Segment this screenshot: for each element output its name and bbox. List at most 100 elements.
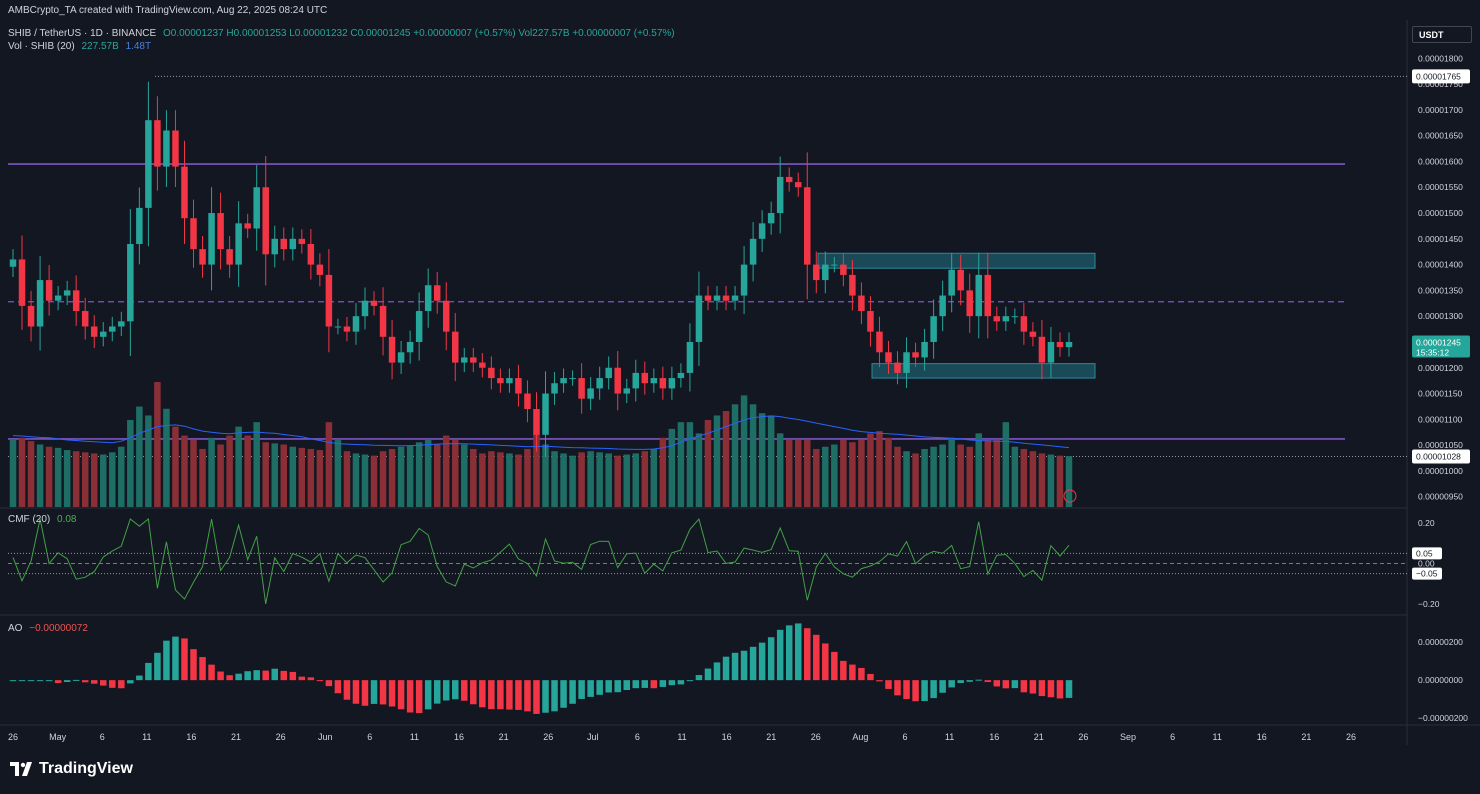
low-price-tag: 0.00001028: [1416, 451, 1461, 461]
ao-bar: [921, 680, 928, 702]
candle-body: [596, 378, 603, 389]
ao-bar: [361, 680, 369, 706]
volume-bar: [479, 453, 486, 507]
volume-bar: [623, 454, 630, 507]
candle-body: [605, 367, 612, 379]
ao-bar: [298, 676, 306, 681]
candle-body: [776, 176, 784, 214]
volume-bar: [794, 440, 802, 507]
candle-body: [840, 264, 847, 275]
ao-bar: [1047, 680, 1055, 698]
candle-body: [253, 187, 260, 229]
symbol-legend[interactable]: SHIB / TetherUS · 1D · BINANCE O0.000012…: [8, 28, 675, 39]
ao-bar: [397, 680, 405, 710]
ao-bar: [822, 643, 829, 681]
candle-body: [415, 311, 423, 342]
alert-icon: [1063, 489, 1077, 503]
candle-body: [885, 352, 892, 363]
price-tick-label: 0.00001450: [1418, 234, 1463, 244]
volume-bar: [253, 422, 260, 507]
volume-bar: [45, 446, 53, 507]
candle-body: [569, 378, 576, 380]
volume-bar: [1038, 453, 1046, 507]
volume-bar: [9, 440, 17, 507]
cmf-level-tag: −0.05: [1416, 569, 1438, 579]
candle-body: [794, 182, 802, 188]
volume-bar: [605, 453, 612, 507]
ao-bar: [785, 625, 793, 681]
price-tick-label: 0.00001650: [1418, 131, 1463, 141]
volume-bar: [199, 448, 206, 507]
volume-bar: [524, 448, 531, 507]
volume-bar: [406, 445, 414, 507]
candle-body: [506, 378, 513, 384]
volume-bar: [388, 448, 396, 507]
volume-bar: [686, 422, 694, 507]
tradingview-logo-icon: [10, 762, 32, 776]
volume-bar: [659, 437, 667, 507]
volume-bar: [262, 442, 269, 507]
ao-tick-label: 0.00000200: [1418, 637, 1463, 647]
candle-body: [975, 274, 982, 317]
price-tick-label: 0.00001350: [1418, 285, 1463, 295]
ao-bar: [939, 680, 946, 693]
last-price-tag: 0.00001245: [1416, 338, 1461, 348]
ao-bar: [406, 680, 414, 713]
candle-body: [127, 243, 134, 322]
ao-bar: [9, 680, 17, 682]
price-tick-label: 0.00001700: [1418, 105, 1463, 115]
currency-button[interactable]: USDT: [1412, 26, 1472, 43]
candle-body: [235, 223, 242, 265]
ao-bar: [524, 680, 531, 712]
cmf-legend[interactable]: CMF (20) 0.08: [8, 514, 76, 525]
volume-bar: [488, 451, 495, 507]
ao-bar: [424, 680, 432, 710]
ao-bar: [542, 680, 549, 713]
volume-bar: [758, 413, 766, 507]
candle-body: [758, 223, 766, 239]
date-tick-label: 21: [1034, 732, 1044, 742]
price-tick-label: 0.00001300: [1418, 311, 1463, 321]
volume-bar: [695, 433, 703, 507]
ao-bar: [641, 680, 649, 688]
price-tick-label: 0.00001100: [1418, 414, 1463, 424]
candle-body: [497, 378, 504, 384]
volume-legend[interactable]: Vol · SHIB (20) 227.57B 1.48T: [8, 41, 151, 52]
candle-body: [1011, 316, 1019, 318]
volume-bar: [930, 446, 937, 507]
support-zone: [871, 363, 1096, 379]
ao-bar: [623, 680, 630, 691]
volume-bar: [966, 446, 973, 507]
date-tick-label: 16: [722, 732, 732, 742]
volume-bar: [136, 406, 143, 507]
price-tick-label: 0.00001050: [1418, 440, 1463, 450]
volume-bar: [975, 433, 982, 507]
volume-bar: [668, 428, 676, 507]
volume-bar: [921, 448, 928, 507]
ao-bar: [307, 677, 315, 681]
volume-bar: [379, 451, 387, 507]
price-tick-label: 0.00001500: [1418, 208, 1463, 218]
candle-body: [1038, 336, 1046, 363]
volume-bar: [858, 440, 865, 507]
candle-body: [1020, 316, 1028, 332]
ohlc-open: O0.00001237: [162, 28, 224, 39]
candle-body: [27, 305, 35, 327]
ao-bar: [1020, 680, 1028, 693]
volume-bar: [470, 448, 477, 507]
ao-bar: [199, 657, 206, 681]
volume-bar: [822, 446, 829, 507]
ao-bar: [659, 680, 667, 687]
volume-bar: [90, 453, 98, 507]
date-tick-label: 21: [231, 732, 241, 742]
volume-bar: [1002, 422, 1010, 507]
ao-bar: [433, 680, 441, 704]
candle-body: [722, 295, 730, 301]
ao-bar: [776, 629, 784, 681]
ao-legend[interactable]: AO −0.00000072: [8, 623, 88, 634]
ao-bar: [127, 680, 134, 684]
ao-bar: [118, 680, 125, 689]
volume-bar: [632, 453, 640, 507]
ao-bar: [578, 680, 585, 699]
